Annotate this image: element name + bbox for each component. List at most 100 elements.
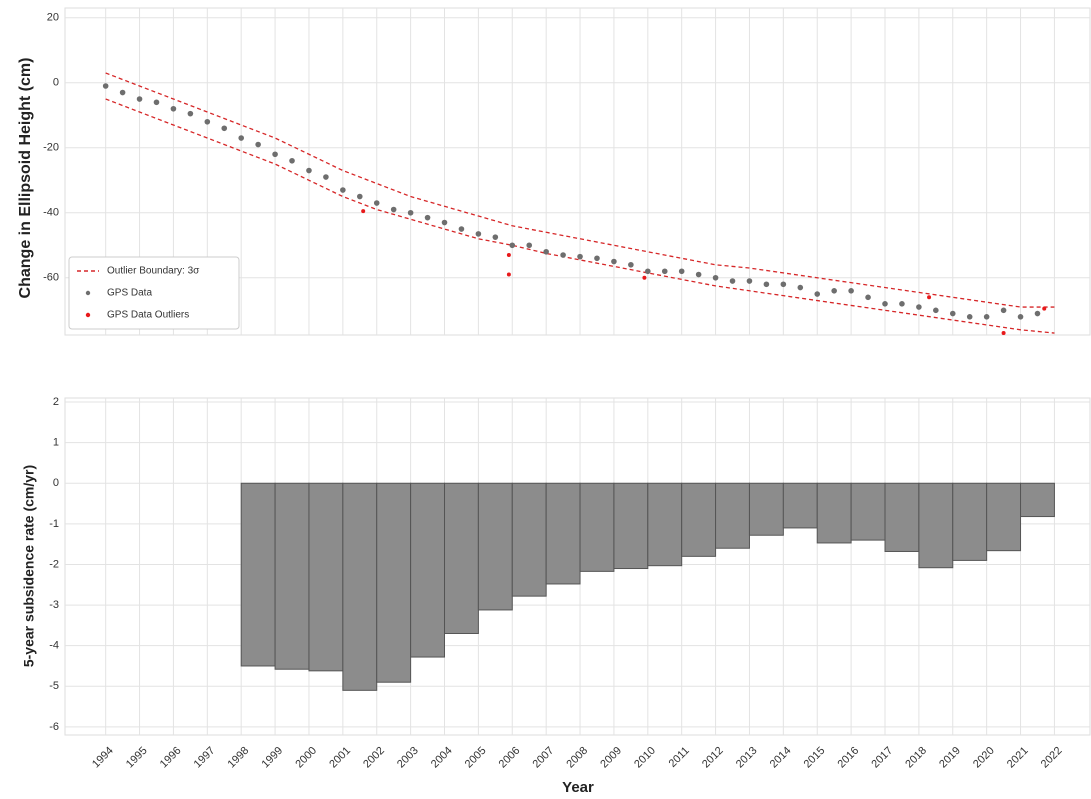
bar xyxy=(613,482,649,570)
gps-point xyxy=(458,226,465,232)
gps-point xyxy=(645,268,651,275)
outlier-point xyxy=(642,275,647,280)
gps-point xyxy=(136,96,143,102)
outlier-point xyxy=(927,295,932,300)
gps-point xyxy=(373,200,380,206)
gps-point xyxy=(153,99,160,106)
bar xyxy=(410,482,446,658)
gps-point xyxy=(780,281,787,288)
gps-point xyxy=(390,206,397,213)
bar xyxy=(884,482,920,552)
y-tick-label: -6 xyxy=(49,721,59,733)
gps-point xyxy=(560,252,566,258)
legend-swatch xyxy=(85,290,91,296)
gps-point xyxy=(966,313,973,320)
gps-point xyxy=(526,242,533,249)
gps-point xyxy=(661,268,668,275)
gps-point xyxy=(509,242,516,249)
gps-point xyxy=(712,274,719,281)
legend-box xyxy=(68,256,240,330)
outlier-point xyxy=(506,272,511,277)
gps-point xyxy=(119,89,126,96)
gps-point xyxy=(933,307,939,314)
gps-point xyxy=(238,135,244,141)
y-tick-label: -20 xyxy=(43,142,59,154)
gps-point xyxy=(797,284,804,291)
bar xyxy=(952,482,988,561)
bar xyxy=(342,482,378,691)
gps-point xyxy=(1034,310,1041,317)
bar xyxy=(681,482,717,557)
bar xyxy=(850,482,886,541)
gps-point xyxy=(611,258,617,265)
bar xyxy=(511,482,547,597)
gps-point xyxy=(204,118,211,125)
y-tick-label: 2 xyxy=(53,396,59,408)
bar xyxy=(545,482,581,585)
y-tick-label: -40 xyxy=(43,207,59,219)
y-tick-label: -1 xyxy=(49,518,59,530)
gps-point xyxy=(306,167,312,174)
data-layer xyxy=(102,72,1055,335)
gps-point xyxy=(424,214,431,221)
gps-point xyxy=(729,278,736,284)
gps-point xyxy=(577,253,583,260)
bar xyxy=(782,482,818,529)
legend-label: Outlier Boundary: 3σ xyxy=(107,266,200,277)
bar xyxy=(647,482,683,567)
gps-point xyxy=(323,174,329,180)
gps-point xyxy=(746,278,753,284)
outlier-point xyxy=(361,209,366,214)
bar xyxy=(240,482,276,667)
gps-point xyxy=(1017,313,1024,320)
y-tick-label: -2 xyxy=(49,558,59,570)
legend-swatch xyxy=(85,312,91,318)
bar xyxy=(376,482,412,683)
bar xyxy=(444,482,479,634)
gps-point xyxy=(1000,307,1007,314)
outlier-point xyxy=(1042,306,1047,311)
y-axis-label: Change in Ellipsoid Height (cm) xyxy=(17,58,34,299)
boundary-line xyxy=(105,72,1055,308)
gps-point xyxy=(882,300,888,307)
y-tick-label: 1 xyxy=(53,437,59,449)
gps-point xyxy=(407,209,414,216)
gps-point xyxy=(272,151,278,158)
gps-point xyxy=(695,271,702,278)
gps-point xyxy=(170,105,177,112)
y-tick-label: 20 xyxy=(47,12,59,24)
y-axis-label: 5-year subsidence rate (cm/yr) xyxy=(21,465,37,667)
outlier-point xyxy=(506,253,511,258)
gps-point xyxy=(187,110,194,117)
gps-point xyxy=(594,255,600,262)
gps-point xyxy=(814,291,821,297)
y-tick-label: -4 xyxy=(49,640,59,652)
bar xyxy=(816,482,852,544)
gps-point xyxy=(678,268,685,275)
y-tick-label: -5 xyxy=(49,680,59,692)
gps-point xyxy=(949,310,956,317)
gps-point xyxy=(983,313,990,320)
bar xyxy=(579,482,615,572)
gps-point xyxy=(102,83,109,89)
bar xyxy=(1020,482,1055,518)
boundary-line xyxy=(105,98,1055,334)
bar xyxy=(986,482,1022,552)
outlier-point xyxy=(1001,331,1006,335)
bar xyxy=(308,482,344,672)
gps-point xyxy=(356,193,363,200)
x-axis-label: Year xyxy=(562,779,594,796)
gps-point xyxy=(763,281,770,288)
y-tick-label: -60 xyxy=(43,272,59,284)
gps-point xyxy=(831,287,837,294)
y-tick-label: -3 xyxy=(49,599,59,611)
gps-point xyxy=(289,157,295,164)
gps-point xyxy=(865,294,871,301)
gps-point xyxy=(221,125,228,132)
y-tick-label: 0 xyxy=(53,77,59,89)
gps-point xyxy=(441,219,448,226)
gps-point xyxy=(340,187,346,193)
gps-point xyxy=(848,287,854,294)
y-tick-label: 0 xyxy=(53,477,59,489)
